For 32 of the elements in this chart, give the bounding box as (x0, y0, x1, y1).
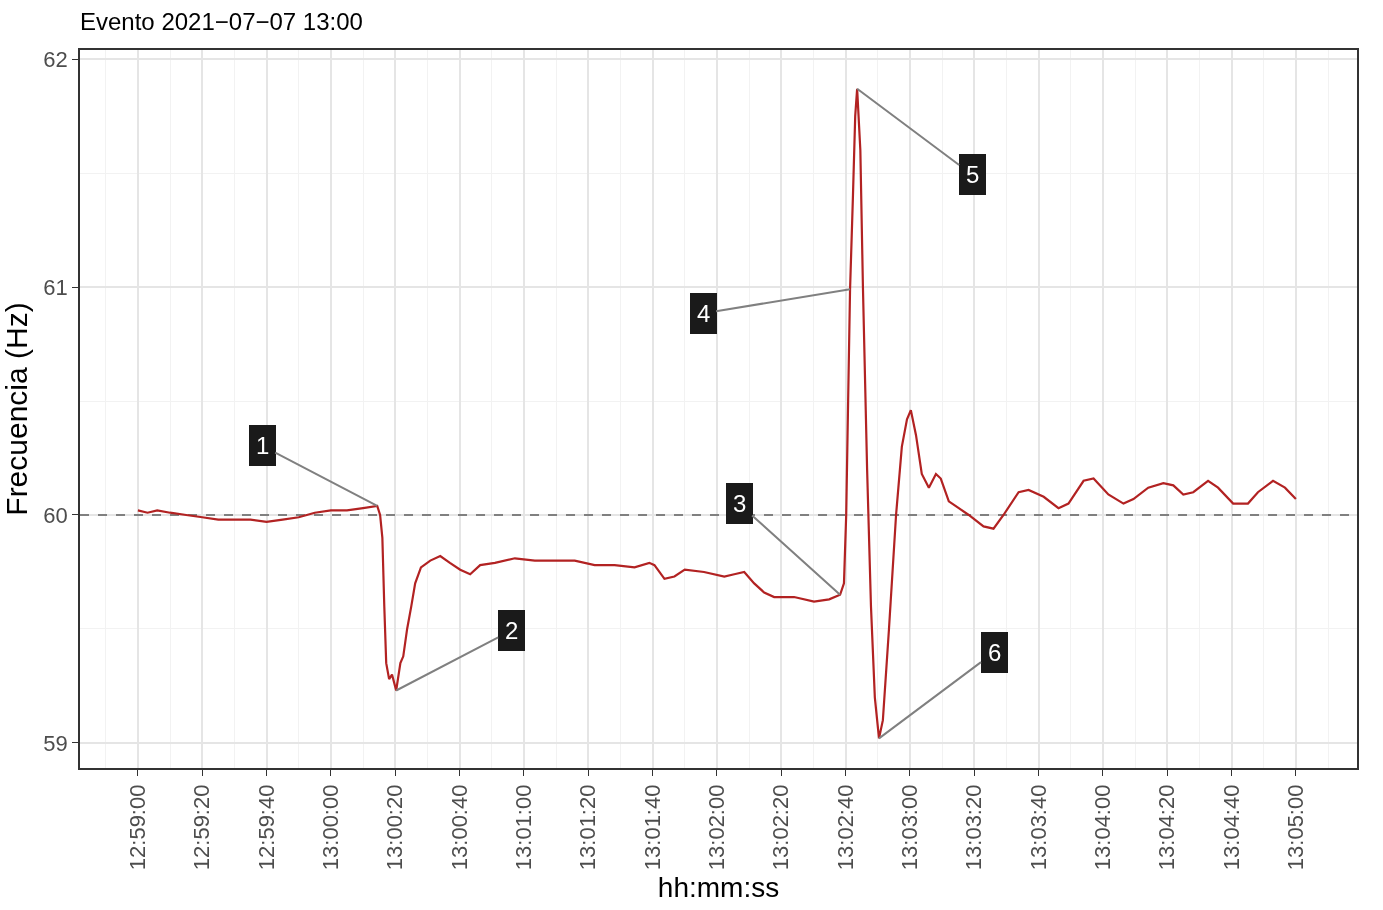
x-tick-label: 13:01:00 (511, 784, 537, 871)
x-tick-label: 13:02:00 (704, 784, 730, 871)
y-tick-label: 60 (43, 502, 68, 528)
y-axis-title: Frecuencia (Hz) (0, 302, 33, 516)
x-tick-label: 13:00:40 (446, 784, 472, 871)
x-tick-label: 13:05:00 (1283, 784, 1309, 871)
x-tick-label: 13:04:40 (1218, 784, 1244, 871)
x-tick-label: 13:01:20 (575, 784, 601, 871)
x-tick-label: 13:03:00 (897, 784, 923, 871)
x-tick-label: 12:59:00 (125, 784, 151, 871)
x-tick-label: 13:03:20 (961, 784, 987, 871)
chart-title: Evento 2021−07−07 13:00 (80, 8, 363, 36)
x-tick-label: 13:02:40 (832, 784, 858, 871)
y-tick-label: 61 (43, 274, 68, 300)
annotation: 2 (505, 617, 519, 644)
x-tick-label: 13:00:20 (382, 784, 408, 871)
x-tick-label: 12:59:20 (189, 784, 215, 871)
annotation: 1 (256, 432, 270, 459)
x-tick-label: 13:01:40 (639, 784, 665, 871)
y-tick-label: 62 (43, 46, 68, 72)
x-tick-label: 13:02:20 (768, 784, 794, 871)
x-tick-label: 13:03:40 (1025, 784, 1051, 871)
x-tick-label: 13:00:00 (318, 784, 344, 871)
x-tick-label: 13:04:00 (1090, 784, 1116, 871)
x-tick-label: 13:04:20 (1154, 784, 1180, 871)
y-tick-label: 59 (43, 730, 68, 756)
annotation: 6 (988, 639, 1002, 666)
x-axis-title: hh:mm:ss (657, 871, 780, 903)
x-tick-label: 12:59:40 (253, 784, 279, 871)
annotation: 3 (733, 490, 747, 517)
annotation: 5 (966, 161, 980, 188)
annotation: 4 (697, 300, 711, 327)
